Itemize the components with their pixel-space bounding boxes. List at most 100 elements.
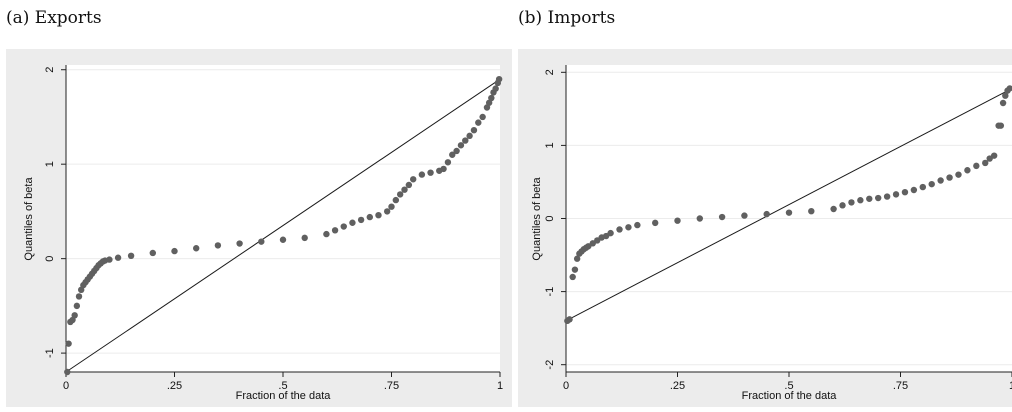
data-point <box>323 230 330 238</box>
data-point <box>973 162 980 170</box>
data-point <box>396 191 404 198</box>
data-point <box>193 245 200 252</box>
data-point <box>674 217 681 224</box>
data-point <box>65 340 72 347</box>
data-point <box>964 167 971 174</box>
data-point <box>997 122 1005 129</box>
data-point <box>607 229 614 237</box>
data-point <box>1006 85 1012 92</box>
data-point <box>616 226 623 233</box>
data-point <box>718 213 726 221</box>
data-point <box>466 132 473 140</box>
data-points <box>564 85 1012 325</box>
data-point <box>785 209 793 216</box>
data-point <box>892 191 900 198</box>
data-point <box>696 215 703 222</box>
data-point <box>349 219 356 226</box>
data-point <box>357 216 365 224</box>
data-point <box>279 236 287 243</box>
data-point <box>462 137 469 144</box>
grid-lines <box>566 71 1012 366</box>
data-point <box>1002 92 1009 99</box>
data-point <box>427 169 434 176</box>
y-tick-label: 2 <box>44 67 56 73</box>
x-tick-label: .5 <box>784 380 793 392</box>
data-point <box>883 193 891 200</box>
data-point <box>340 223 347 230</box>
tick-labels: 0 .25 .5 .75 1 -2 -1 0 1 2 <box>544 69 1012 392</box>
x-tick-label: .25 <box>670 380 685 392</box>
data-point <box>919 183 926 191</box>
data-point <box>366 213 373 221</box>
data-point <box>149 249 156 257</box>
data-point <box>401 186 408 193</box>
data-point <box>741 212 748 219</box>
y-tick-label: -1 <box>544 287 556 297</box>
data-point <box>236 240 243 247</box>
data-point <box>569 273 576 281</box>
data-point <box>258 238 265 245</box>
data-point <box>410 176 417 183</box>
data-point <box>457 142 465 149</box>
data-point <box>127 252 135 260</box>
data-point <box>763 210 770 218</box>
data-point <box>301 234 308 242</box>
data-point <box>857 197 864 204</box>
data-point <box>566 316 573 323</box>
data-point <box>488 94 495 102</box>
data-points <box>64 75 503 376</box>
data-point <box>470 126 478 134</box>
panel-caption-a: (a) Exports <box>6 8 102 28</box>
data-point <box>405 181 413 189</box>
data-point <box>449 151 456 158</box>
data-point <box>64 368 71 376</box>
data-point <box>114 254 122 261</box>
y-tick-label: 2 <box>544 69 556 75</box>
y-tick-label: -1 <box>44 348 56 358</box>
y-axis-label: Quantiles of beta <box>23 177 35 261</box>
y-axis-label: Quantiles of beta <box>531 177 543 261</box>
x-tick-label: .5 <box>278 380 287 392</box>
y-tick-label: 1 <box>544 142 556 148</box>
plot-area <box>66 65 500 372</box>
x-tick-label: .25 <box>167 380 182 392</box>
data-point <box>982 159 989 167</box>
data-point <box>171 247 178 255</box>
reference-line <box>65 78 501 373</box>
data-point <box>214 242 222 249</box>
y-tick-label: 1 <box>44 161 56 167</box>
y-tick-label: -2 <box>544 360 556 370</box>
data-point <box>453 147 460 155</box>
x-tick-label: .75 <box>893 380 908 392</box>
data-point <box>71 312 78 319</box>
tick-labels: 0 .25 .5 .75 1 -1 0 1 2 <box>44 67 503 392</box>
data-point <box>331 227 339 234</box>
data-point <box>388 203 395 210</box>
data-point <box>955 171 962 178</box>
reference-line-segment <box>65 78 501 373</box>
data-point <box>106 256 113 263</box>
data-point <box>440 165 447 173</box>
data-point <box>492 85 499 92</box>
exports-quantile-chart: 0 .25 .5 .75 1 -1 0 1 2 Fraction of the data Qua… <box>6 49 512 407</box>
data-point <box>652 219 659 227</box>
data-point <box>937 177 944 184</box>
x-tick-label: 0 <box>563 380 569 392</box>
data-point <box>839 202 846 209</box>
panel-caption-b: (b) Imports <box>518 8 616 28</box>
data-point <box>634 221 641 229</box>
data-point <box>990 152 998 159</box>
data-point <box>573 255 581 262</box>
data-point <box>875 194 882 202</box>
data-point <box>571 266 579 273</box>
data-point <box>75 293 83 300</box>
x-axis-label: Fraction of the data <box>742 390 838 402</box>
data-point <box>392 196 400 204</box>
data-point <box>475 119 482 126</box>
data-point <box>73 302 81 310</box>
data-point <box>830 205 837 213</box>
x-tick-label: 1 <box>497 380 503 392</box>
data-point <box>495 75 503 83</box>
data-point <box>946 174 953 181</box>
data-point <box>375 211 382 219</box>
